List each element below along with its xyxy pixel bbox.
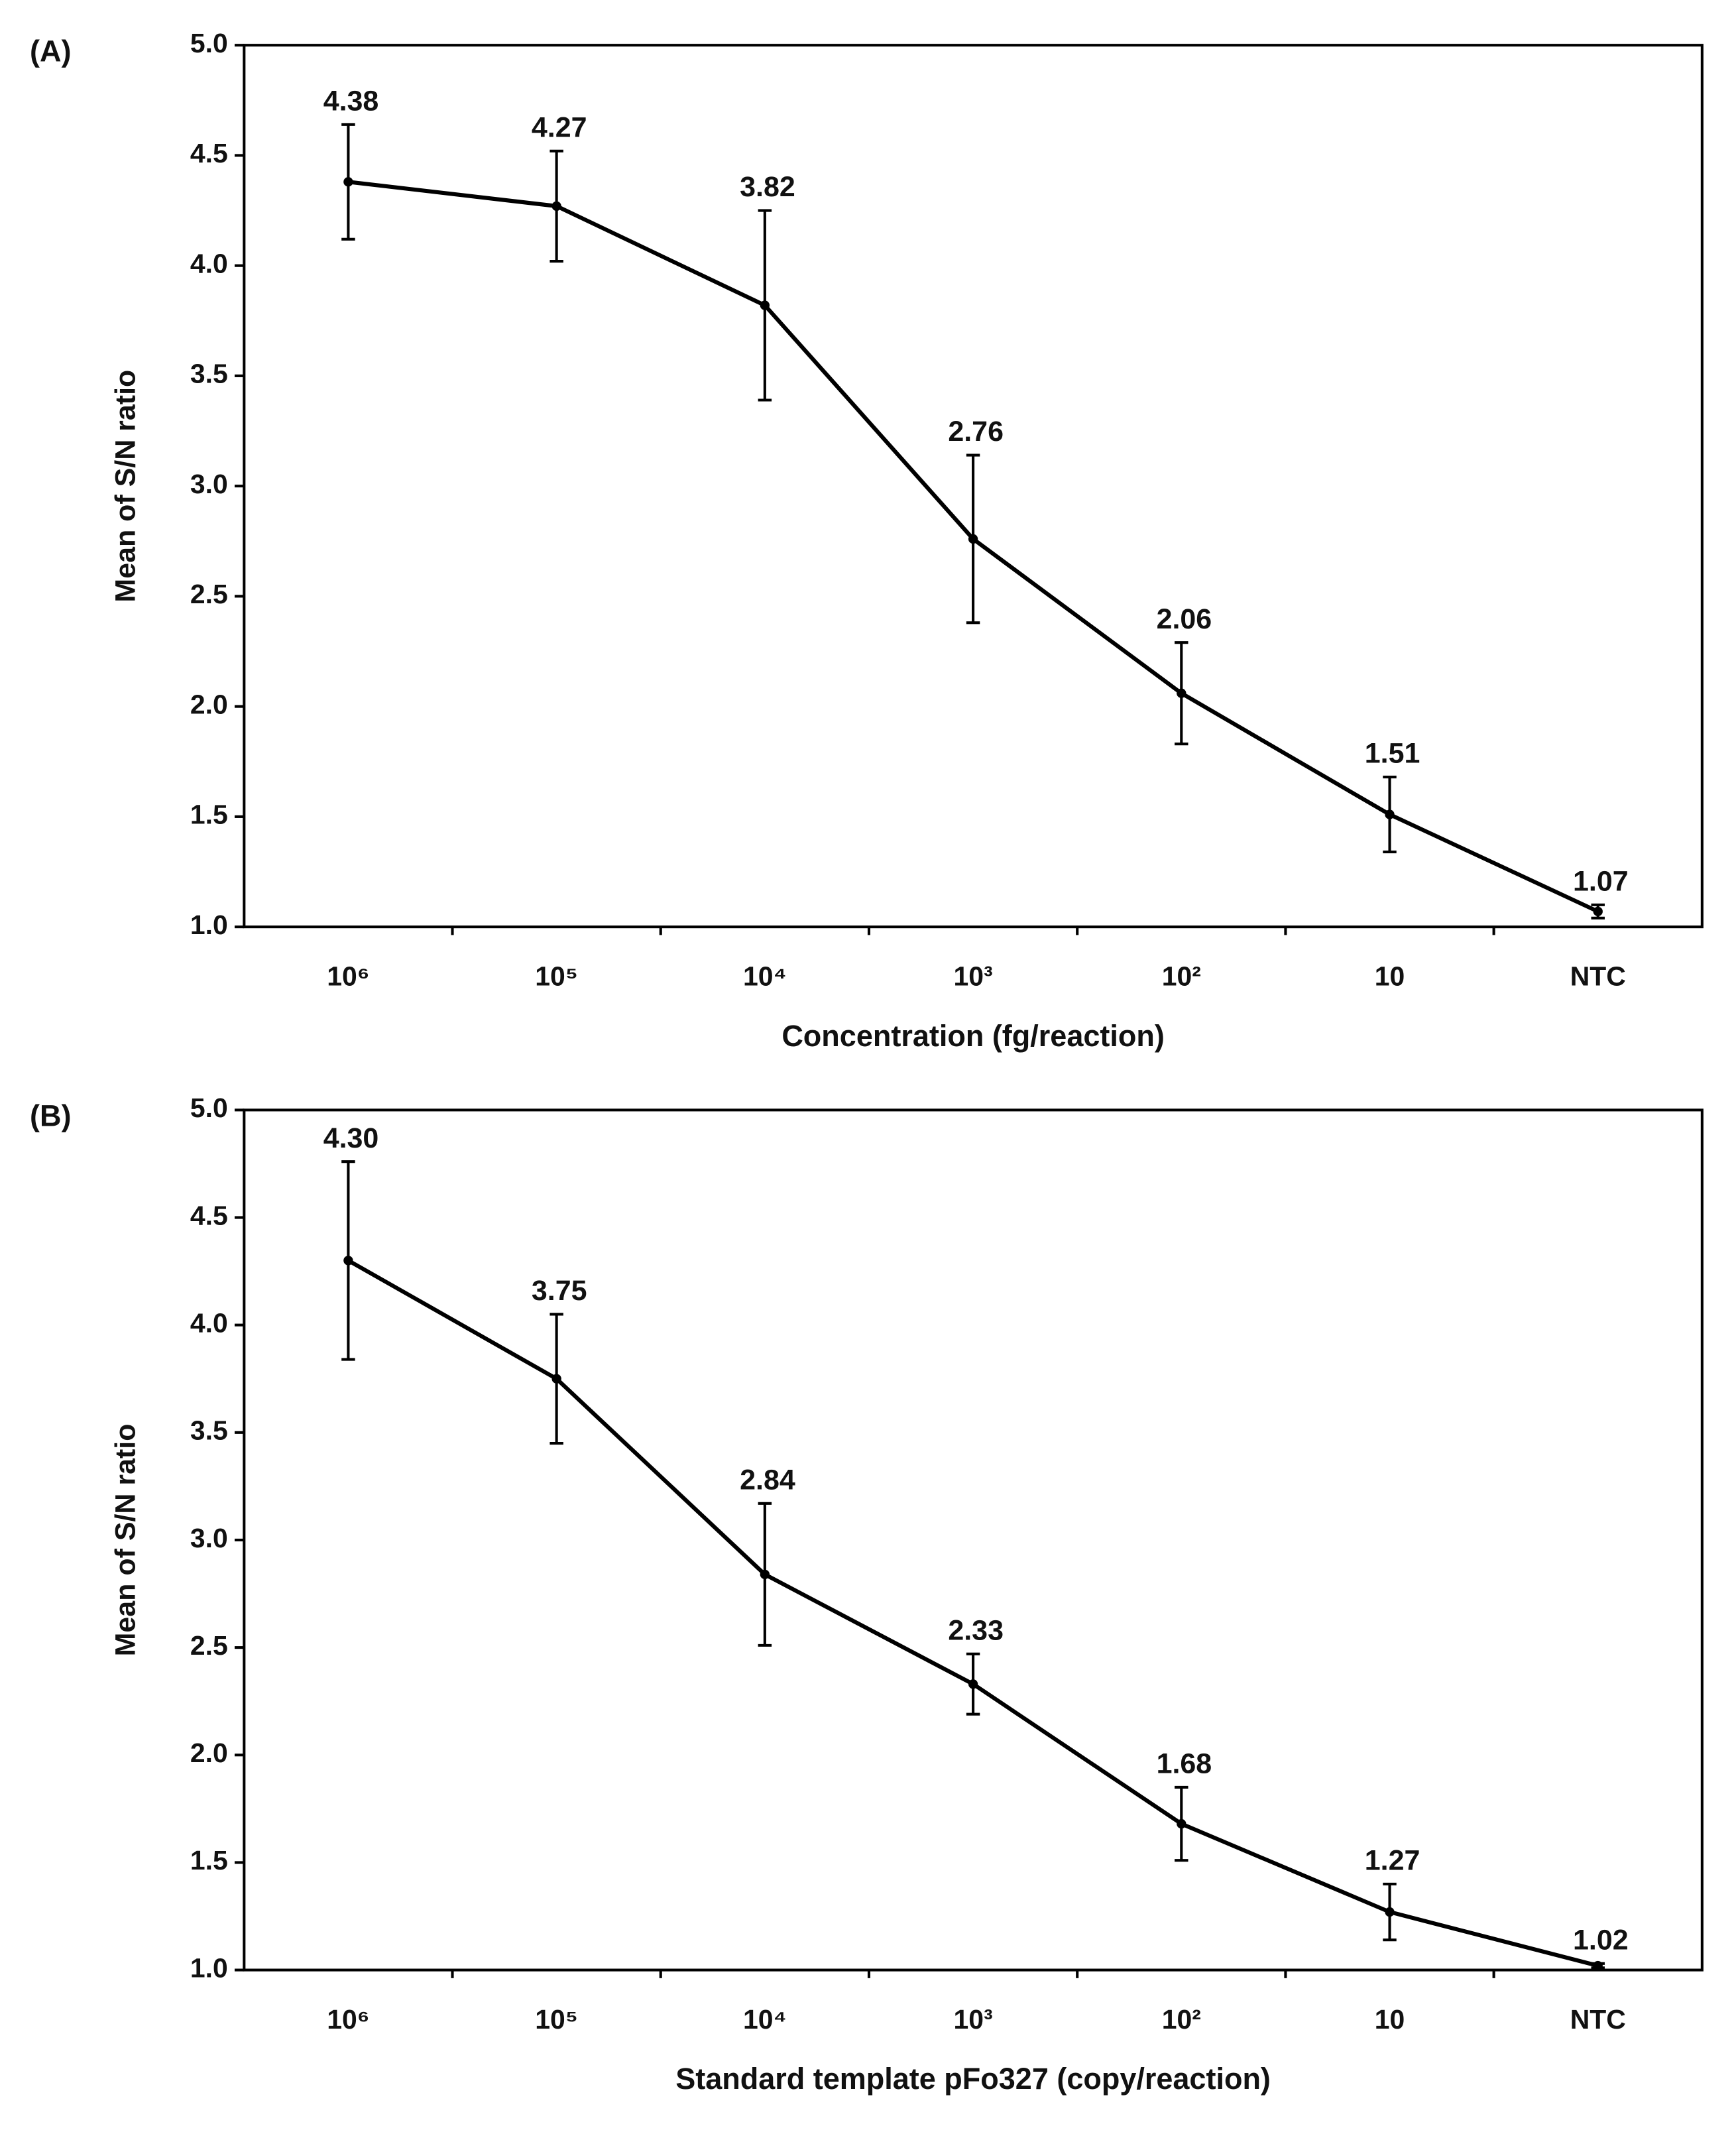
x-tick-label: 10⁴: [743, 961, 787, 992]
x-axis-label: Concentration (fg/reaction): [781, 1019, 1165, 1053]
data-point: [1177, 1818, 1186, 1829]
data-label: 4.38: [323, 85, 379, 117]
data-point: [551, 201, 561, 211]
y-tick-label: 3.0: [190, 1523, 228, 1553]
data-label: 2.06: [1157, 603, 1212, 635]
y-tick-label: 2.0: [190, 689, 228, 719]
data-point: [343, 1256, 353, 1266]
data-label: 4.30: [323, 1122, 379, 1154]
y-tick-label: 3.0: [190, 469, 228, 499]
data-point: [968, 1679, 978, 1689]
data-point: [1593, 906, 1603, 917]
data-point: [551, 1374, 561, 1384]
y-axis-label: Mean of S/N ratio: [110, 1424, 142, 1657]
x-tick-label: 10²: [1162, 961, 1201, 992]
data-point: [1593, 1960, 1603, 1971]
y-tick-label: 1.0: [190, 1952, 228, 1983]
y-tick-label: 3.5: [190, 1415, 228, 1446]
data-label: 1.51: [1365, 738, 1420, 770]
y-tick-label: 5.0: [190, 1093, 228, 1123]
data-point: [760, 300, 770, 310]
y-tick-label: 4.0: [190, 1307, 228, 1338]
data-label: 2.33: [948, 1614, 1004, 1646]
data-label: 1.68: [1157, 1748, 1212, 1780]
data-label: 1.02: [1573, 1924, 1629, 1956]
data-label: 1.07: [1573, 865, 1629, 897]
x-tick-label: 10⁴: [743, 2004, 787, 2035]
x-axis-label: Standard template pFo327 (copy/reaction): [675, 2062, 1271, 2096]
y-axis-label: Mean of S/N ratio: [110, 370, 142, 603]
data-label: 4.27: [532, 111, 587, 143]
y-tick-label: 1.5: [190, 1845, 228, 1875]
x-tick-label: 10²: [1162, 2004, 1201, 2035]
y-tick-label: 4.5: [190, 138, 228, 168]
data-label: 3.82: [740, 171, 795, 203]
y-tick-label: 1.0: [190, 910, 228, 940]
x-tick-label: 10⁵: [535, 2004, 578, 2035]
data-label: 3.75: [532, 1275, 587, 1307]
y-tick-label: 3.5: [190, 359, 228, 389]
y-tick-label: 1.5: [190, 800, 228, 830]
y-tick-label: 4.5: [190, 1200, 228, 1230]
data-label: 2.84: [740, 1464, 795, 1496]
data-point: [1177, 688, 1186, 698]
y-tick-label: 2.0: [190, 1738, 228, 1768]
x-tick-label: 10³: [954, 961, 993, 992]
y-tick-label: 2.5: [190, 579, 228, 609]
y-tick-label: 4.0: [190, 248, 228, 278]
y-tick-label: 2.5: [190, 1630, 228, 1661]
panel-label: (B): [30, 1099, 71, 1133]
x-tick-label: NTC: [1570, 2004, 1626, 2035]
x-tick-label: 10⁵: [535, 961, 578, 992]
x-tick-label: 10: [1375, 2004, 1405, 2035]
x-tick-label: 10⁶: [327, 961, 369, 992]
x-tick-label: 10³: [954, 2004, 993, 2035]
x-tick-label: NTC: [1570, 961, 1626, 992]
x-tick-label: 10: [1375, 961, 1405, 992]
plot-frame: [243, 1108, 1704, 1972]
data-point: [1385, 1907, 1395, 1917]
data-point: [343, 177, 353, 187]
panel-label: (A): [30, 34, 71, 68]
data-point: [968, 534, 978, 544]
y-tick-label: 5.0: [190, 28, 228, 58]
data-label: 2.76: [948, 416, 1004, 447]
data-point: [760, 1569, 770, 1580]
data-point: [1385, 809, 1395, 819]
data-label: 1.27: [1365, 1844, 1420, 1876]
x-tick-label: 10⁶: [327, 2004, 369, 2035]
